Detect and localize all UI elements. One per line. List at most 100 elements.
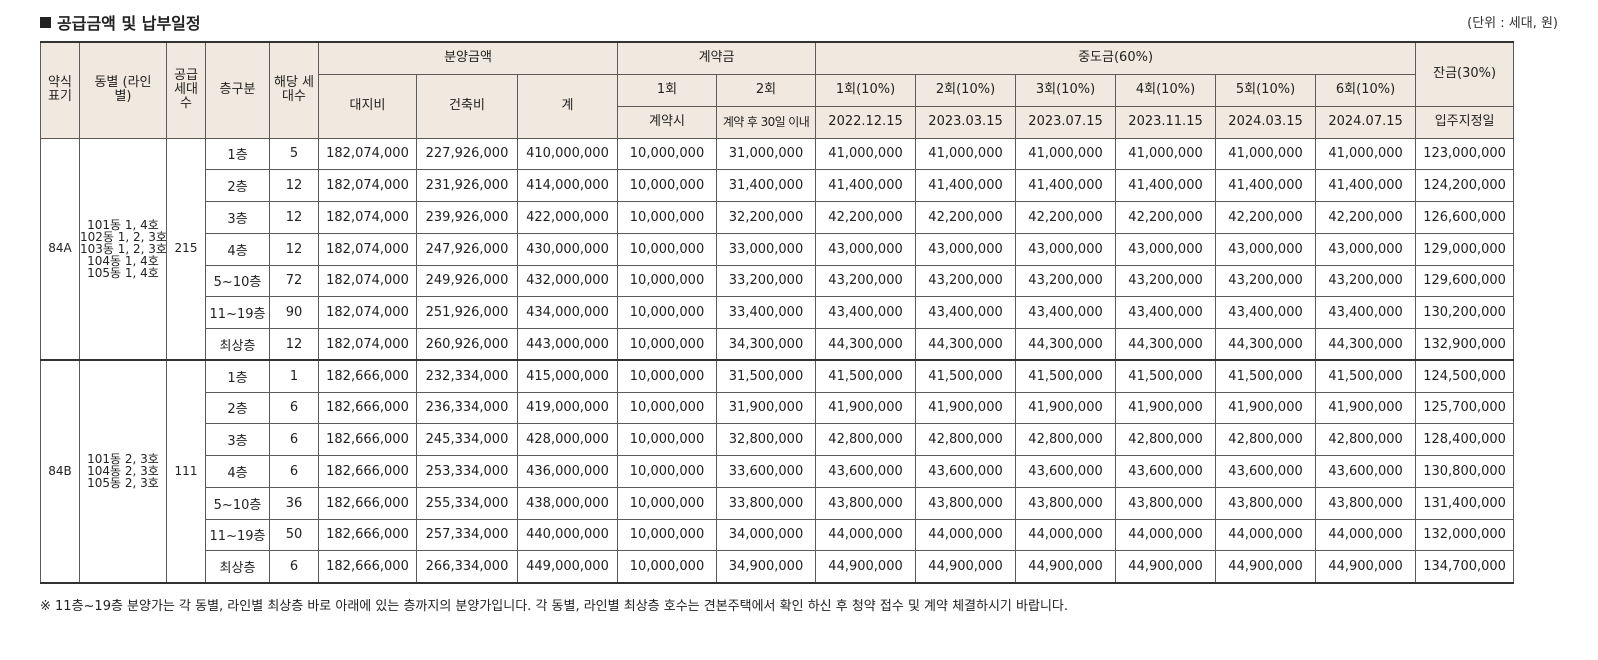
amount-cell: 443,000,000 xyxy=(517,328,618,361)
floor-cell: 11~19층 xyxy=(205,296,270,329)
table-row: 11~19층 90 182,074,000 251,926,000 434,000,00… xyxy=(41,296,1515,329)
amount-cell: 10,000,000 xyxy=(617,518,717,552)
floor-cell: 3층 xyxy=(205,201,270,234)
table-row: 2층 6 182,666,000 236,334,000 419,000,000 10,0… xyxy=(41,391,1515,425)
amount-cell: 42,200,000 xyxy=(1315,201,1417,234)
amount-cell: 10,000,000 xyxy=(617,137,717,171)
amount-cell: 182,074,000 xyxy=(318,232,417,266)
amount-cell: 257,334,000 xyxy=(416,518,518,552)
dong-line: 101동 2, 3호 xyxy=(87,452,159,467)
amount-cell: 31,900,000 xyxy=(715,391,817,425)
amount-cell: 182,666,000 xyxy=(318,391,417,425)
supply-count-cell: 111 xyxy=(166,359,206,584)
amount-cell: 419,000,000 xyxy=(517,391,618,425)
amount-cell: 41,900,000 xyxy=(1315,391,1417,425)
header-contract: 계약금 xyxy=(616,41,817,75)
amount-cell: 43,400,000 xyxy=(815,296,917,329)
amount-cell: 260,926,000 xyxy=(416,328,518,361)
unit-count-cell: 6 xyxy=(269,391,319,425)
section-title: 공급금액 및 납부일정 xyxy=(40,10,201,34)
dong-lines-cell: 101동 2, 3호 104동 2, 3호 105동 2, 3호 xyxy=(79,359,167,584)
amount-cell: 44,900,000 xyxy=(1115,550,1217,583)
amount-cell: 130,200,000 xyxy=(1415,296,1515,329)
amount-cell: 33,000,000 xyxy=(715,232,817,266)
header-sale-price: 분양금액 xyxy=(318,41,618,75)
header-units: 해당 세대수 xyxy=(269,41,319,139)
amount-cell: 131,400,000 xyxy=(1415,486,1515,520)
amount-cell: 41,900,000 xyxy=(1215,391,1317,425)
header-dong: 동별 (라인별) xyxy=(79,41,167,139)
square-bullet-icon xyxy=(40,17,51,28)
amount-cell: 41,500,000 xyxy=(915,359,1017,393)
unit-count-cell: 12 xyxy=(269,328,319,361)
amount-cell: 10,000,000 xyxy=(617,486,717,520)
amount-cell: 44,000,000 xyxy=(1315,518,1417,552)
unit-count-cell: 12 xyxy=(269,169,319,202)
header-floor: 층구분 xyxy=(205,41,270,139)
amount-cell: 43,800,000 xyxy=(1115,486,1217,520)
amount-cell: 266,334,000 xyxy=(416,550,518,583)
table-row: 최상층 12 182,074,000 260,926,000 443,000,000 10… xyxy=(41,328,1515,361)
amount-cell: 10,000,000 xyxy=(617,232,717,266)
header-balance-when: 입주지정일 xyxy=(1415,105,1515,139)
amount-cell: 41,400,000 xyxy=(1115,169,1217,202)
header-middle-5-date: 2024.03.15 xyxy=(1215,105,1317,139)
amount-cell: 34,000,000 xyxy=(715,518,817,552)
floor-cell: 4층 xyxy=(205,455,270,488)
amount-cell: 44,300,000 xyxy=(1215,328,1317,361)
amount-cell: 10,000,000 xyxy=(617,201,717,234)
amount-cell: 10,000,000 xyxy=(617,296,717,329)
amount-cell: 182,666,000 xyxy=(318,486,417,520)
amount-cell: 231,926,000 xyxy=(416,169,518,202)
table-row: 최상층 6 182,666,000 266,334,000 449,000,000 10,… xyxy=(41,550,1515,583)
header-middle-1-date: 2022.12.15 xyxy=(815,105,917,139)
amount-cell: 10,000,000 xyxy=(617,423,717,456)
amount-cell: 42,200,000 xyxy=(1015,201,1117,234)
amount-cell: 182,074,000 xyxy=(318,264,417,298)
amount-cell: 44,300,000 xyxy=(915,328,1017,361)
unit-type-cell: 84A xyxy=(40,137,80,361)
amount-cell: 41,400,000 xyxy=(915,169,1017,202)
amount-cell: 42,800,000 xyxy=(815,423,917,456)
amount-cell: 239,926,000 xyxy=(416,201,518,234)
unit-count-cell: 1 xyxy=(269,359,319,393)
amount-cell: 44,000,000 xyxy=(1215,518,1317,552)
header-land: 대지비 xyxy=(318,73,417,139)
amount-cell: 182,074,000 xyxy=(318,201,417,234)
amount-cell: 43,800,000 xyxy=(1215,486,1317,520)
amount-cell: 41,000,000 xyxy=(1315,137,1417,171)
footnote: ※ 11층~19층 분양가는 각 동별, 라인별 최상층 바로 아래에 있는 층… xyxy=(40,599,1068,614)
amount-cell: 44,300,000 xyxy=(1315,328,1417,361)
amount-cell: 182,074,000 xyxy=(318,169,417,202)
supply-count-cell: 215 xyxy=(166,137,206,361)
amount-cell: 43,400,000 xyxy=(915,296,1017,329)
amount-cell: 128,400,000 xyxy=(1415,423,1515,456)
unit-count-cell: 72 xyxy=(269,264,319,298)
amount-cell: 449,000,000 xyxy=(517,550,618,583)
header-contract-1: 1회 xyxy=(617,73,717,107)
amount-cell: 41,000,000 xyxy=(1215,137,1317,171)
amount-cell: 10,000,000 xyxy=(617,550,717,583)
amount-cell: 42,200,000 xyxy=(1215,201,1317,234)
header-middle-2: 2회(10%) xyxy=(915,73,1017,107)
header-middle-4: 4회(10%) xyxy=(1115,73,1217,107)
amount-cell: 422,000,000 xyxy=(517,201,618,234)
header-type: 약식 표기 xyxy=(40,41,80,139)
amount-cell: 44,900,000 xyxy=(1215,550,1317,583)
dong-line: 105동 2, 3호 xyxy=(87,476,159,491)
amount-cell: 428,000,000 xyxy=(517,423,618,456)
amount-cell: 43,200,000 xyxy=(1115,264,1217,298)
header-contract-2-when: 계약 후 30일 이내 xyxy=(715,105,817,139)
amount-cell: 43,800,000 xyxy=(1315,486,1417,520)
amount-cell: 31,000,000 xyxy=(715,137,817,171)
amount-cell: 251,926,000 xyxy=(416,296,518,329)
amount-cell: 34,300,000 xyxy=(715,328,817,361)
floor-cell: 2층 xyxy=(205,391,270,425)
amount-cell: 33,200,000 xyxy=(715,264,817,298)
amount-cell: 43,600,000 xyxy=(1115,455,1217,488)
header-middle-1: 1회(10%) xyxy=(815,73,917,107)
amount-cell: 43,600,000 xyxy=(915,455,1017,488)
amount-cell: 43,800,000 xyxy=(815,486,917,520)
amount-cell: 410,000,000 xyxy=(517,137,618,171)
floor-cell: 4층 xyxy=(205,232,270,266)
